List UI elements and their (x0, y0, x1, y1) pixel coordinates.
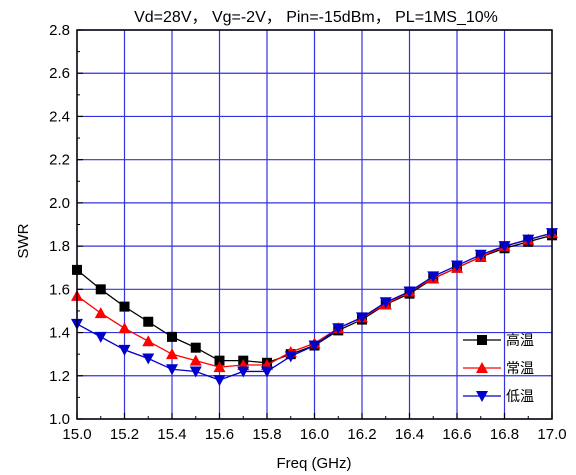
legend-entry: 高温 (463, 332, 534, 348)
y-tick-label: 2.2 (49, 152, 70, 169)
data-point (308, 340, 321, 352)
data-point (142, 353, 155, 365)
x-tick-label: 16.2 (347, 426, 376, 443)
x-tick-label: 15.0 (62, 426, 91, 443)
ticks (76, 29, 553, 420)
x-tick-label: 16.0 (300, 426, 329, 443)
legend-marker (477, 335, 487, 345)
data-point (166, 364, 178, 376)
legend-label: 高温 (506, 332, 534, 348)
data-point (213, 375, 226, 387)
data-point (167, 331, 177, 342)
data-point (427, 271, 440, 283)
y-tick-label: 1.8 (49, 238, 70, 255)
legend-label: 常温 (506, 360, 534, 376)
data-point (284, 351, 297, 363)
data-point (379, 297, 392, 309)
y-tick-labels: 1.0 1.2 1.4 1.6 1.8 2.0 2.2 2.4 2.6 2.8 (49, 22, 70, 428)
data-point (143, 316, 154, 327)
data-point (166, 348, 178, 360)
x-axis-title: Freq (GHz) (277, 455, 352, 472)
data-point (142, 335, 155, 347)
x-tick-label: 15.4 (157, 426, 186, 443)
data-point (190, 342, 201, 353)
legend-marker (476, 391, 488, 402)
data-point (261, 366, 273, 378)
y-tick-label: 1.6 (49, 281, 70, 298)
data-point (94, 307, 107, 319)
data-point (214, 355, 225, 366)
x-tick-label: 17.0 (537, 426, 566, 443)
data-point (332, 323, 345, 335)
data-point (119, 301, 130, 312)
data-point (94, 331, 107, 343)
x-tick-label: 16.8 (490, 426, 519, 443)
series-3 (71, 228, 558, 387)
data-point (522, 234, 535, 246)
data-point (237, 366, 250, 378)
data-point (118, 322, 131, 334)
data-point (189, 366, 202, 378)
y-tick-label: 2.4 (49, 108, 70, 125)
data-point (356, 312, 368, 324)
chart-title: Vd=28V， Vg=-2V， Pin=-15dBm， PL=1MS_10% (134, 9, 498, 26)
data-point (118, 344, 131, 356)
data-point (474, 249, 487, 261)
y-tick-label: 2.6 (49, 65, 70, 82)
y-tick-label: 1.2 (49, 368, 70, 385)
data-point (403, 286, 416, 298)
y-tick-label: 2.8 (49, 22, 70, 39)
y-axis-title: SWR (15, 223, 32, 258)
legend-label: 低温 (506, 388, 534, 404)
x-tick-label: 15.6 (205, 426, 234, 443)
x-tick-label: 16.4 (395, 426, 424, 443)
data-point (498, 241, 511, 253)
data-point (95, 284, 106, 295)
y-tick-label: 1.4 (49, 325, 70, 342)
legend-marker (476, 362, 488, 373)
x-tick-label: 15.8 (252, 426, 281, 443)
x-tick-label: 15.2 (110, 426, 139, 443)
legend-entry: 低温 (463, 388, 534, 404)
data-point (189, 354, 202, 366)
x-tick-label: 16.6 (442, 426, 471, 443)
data-point (213, 361, 226, 373)
y-tick-label: 2.0 (49, 195, 70, 212)
legend-entry: 常温 (463, 360, 534, 376)
y-tick-label: 1.0 (49, 411, 70, 428)
data-point (451, 260, 463, 272)
x-tick-labels: 15.0 15.2 15.4 15.6 15.8 16.0 16.2 16.4 16.6 16.8… (62, 426, 566, 443)
